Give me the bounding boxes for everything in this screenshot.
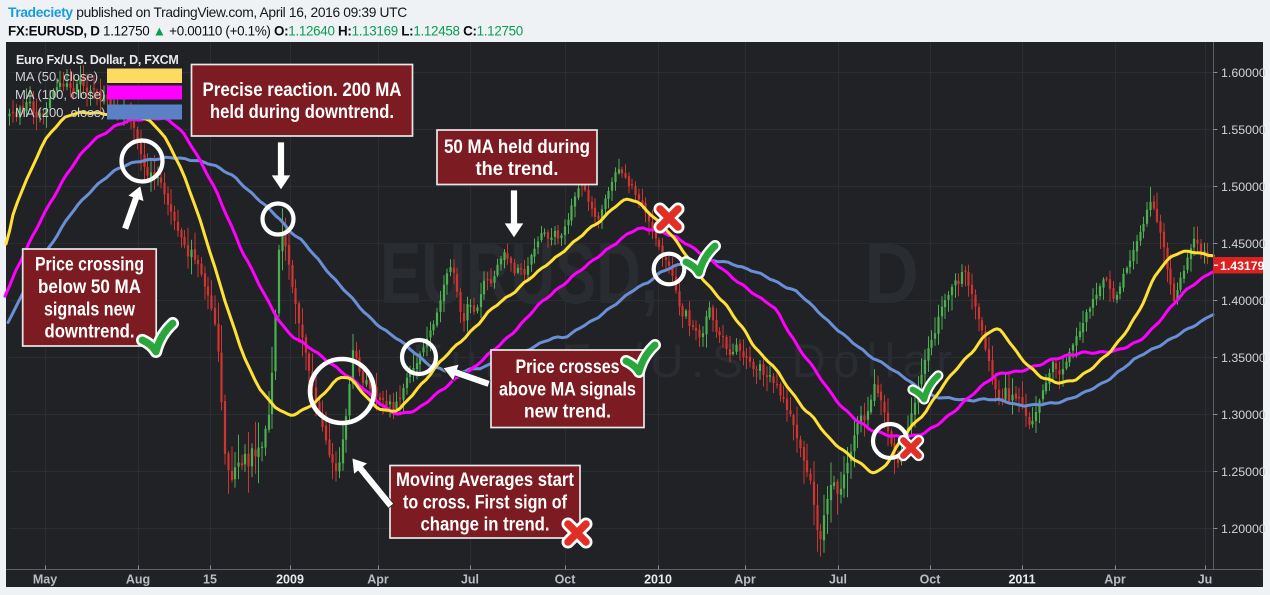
svg-text:below 50 MA: below 50 MA <box>38 277 141 298</box>
svg-text:1.43179: 1.43179 <box>1220 259 1265 273</box>
svg-text:1.50000: 1.50000 <box>1221 180 1266 194</box>
svg-text:FX:EURUSD, D 1.12750 ▲ +0.001: FX:EURUSD, D 1.12750 ▲ +0.00110 (+0.1%) … <box>8 24 523 39</box>
svg-text:2011: 2011 <box>1008 573 1035 587</box>
svg-text:Jul: Jul <box>829 573 847 587</box>
svg-text:1.45000: 1.45000 <box>1221 237 1266 251</box>
svg-text:downtrend.: downtrend. <box>45 322 135 343</box>
svg-text:MA (50, close): MA (50, close) <box>15 69 98 84</box>
svg-text:1.30000: 1.30000 <box>1221 408 1266 422</box>
svg-text:above MA signals: above MA signals <box>499 379 636 400</box>
svg-text:1.25000: 1.25000 <box>1221 465 1266 479</box>
svg-text:1.40000: 1.40000 <box>1221 294 1266 308</box>
svg-text:50 MA held during: 50 MA held during <box>444 137 590 158</box>
svg-text:signals new: signals new <box>44 299 135 320</box>
svg-text:Oct: Oct <box>555 573 577 587</box>
svg-text:1.60000: 1.60000 <box>1221 66 1266 80</box>
svg-text:change in trend.: change in trend. <box>421 515 550 536</box>
svg-text:Aug: Aug <box>126 573 150 587</box>
svg-text:Ju: Ju <box>1198 573 1213 587</box>
svg-text:Tradeciety published on Tradin: Tradeciety published on TradingView.com,… <box>8 5 407 20</box>
svg-text:EURUSD,: EURUSD, <box>380 227 658 322</box>
svg-text:the trend.: the trend. <box>476 159 559 180</box>
svg-text:D: D <box>864 227 919 322</box>
svg-text:MA (200, close): MA (200, close) <box>15 105 105 120</box>
svg-text:1.55000: 1.55000 <box>1221 123 1266 137</box>
svg-text:2010: 2010 <box>644 573 672 587</box>
svg-text:Oct: Oct <box>920 573 942 587</box>
svg-text:2009: 2009 <box>276 573 304 587</box>
svg-text:1.20000: 1.20000 <box>1221 522 1266 536</box>
svg-text:held during downtrend.: held during downtrend. <box>210 102 394 123</box>
svg-text:15: 15 <box>203 573 217 587</box>
svg-text:Apr: Apr <box>734 573 756 587</box>
svg-text:Precise reaction. 200 MA: Precise reaction. 200 MA <box>203 80 402 101</box>
svg-text:Apr: Apr <box>367 573 389 587</box>
svg-text:1.35000: 1.35000 <box>1221 351 1266 365</box>
svg-text:Jul: Jul <box>461 573 479 587</box>
svg-text:MA (100, close): MA (100, close) <box>15 87 105 102</box>
svg-text:Euro Fx/U.S. Dollar, D, FXCM: Euro Fx/U.S. Dollar, D, FXCM <box>16 53 178 67</box>
svg-text:new trend.: new trend. <box>524 402 611 423</box>
svg-text:Moving Averages start: Moving Averages start <box>396 470 575 491</box>
svg-text:Price crossing: Price crossing <box>35 255 144 276</box>
svg-text:Price crosses: Price crosses <box>516 357 620 378</box>
svg-text:Apr: Apr <box>1104 573 1126 587</box>
svg-text:May: May <box>33 573 57 587</box>
svg-text:to cross. First sign of: to cross. First sign of <box>403 492 568 513</box>
